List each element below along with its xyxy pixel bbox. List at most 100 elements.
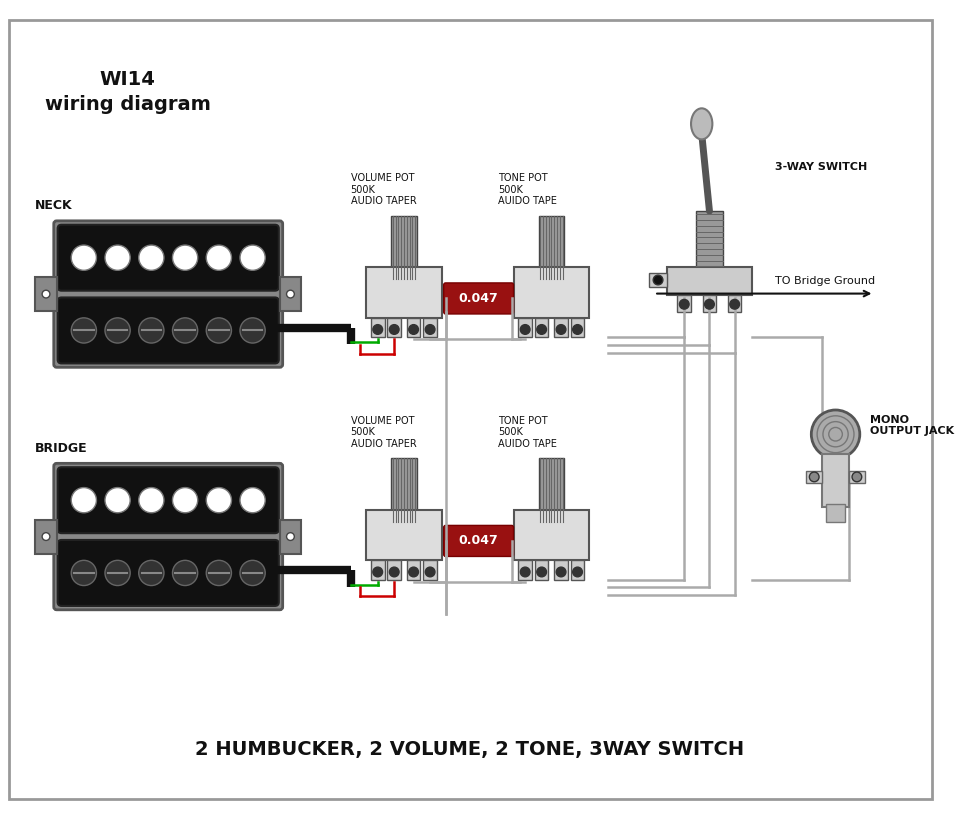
Bar: [424, 560, 437, 580]
Circle shape: [556, 324, 566, 334]
Ellipse shape: [691, 108, 713, 139]
Circle shape: [680, 300, 689, 309]
Bar: [392, 459, 417, 522]
Text: MONO
OUTPUT JACK: MONO OUTPUT JACK: [869, 415, 953, 437]
Bar: [518, 560, 532, 580]
Circle shape: [138, 245, 164, 270]
Bar: [388, 318, 401, 337]
Text: wiring diagram: wiring diagram: [44, 95, 211, 114]
Bar: [554, 560, 568, 580]
Bar: [678, 295, 691, 312]
Bar: [371, 560, 385, 580]
Circle shape: [206, 245, 231, 270]
Bar: [36, 277, 57, 311]
Text: VOLUME POT
500K
AUDIO TAPER: VOLUME POT 500K AUDIO TAPER: [351, 173, 417, 206]
Text: 0.047: 0.047: [458, 535, 498, 547]
Circle shape: [105, 487, 131, 513]
Circle shape: [172, 245, 197, 270]
Bar: [513, 510, 589, 560]
FancyBboxPatch shape: [58, 467, 278, 533]
Bar: [371, 318, 385, 337]
Ellipse shape: [811, 410, 860, 459]
Circle shape: [425, 567, 435, 577]
FancyBboxPatch shape: [54, 464, 282, 610]
Circle shape: [537, 567, 546, 577]
Circle shape: [809, 472, 819, 482]
Circle shape: [390, 567, 399, 577]
Circle shape: [730, 300, 740, 309]
Circle shape: [537, 324, 546, 334]
Bar: [571, 560, 584, 580]
Bar: [667, 267, 752, 295]
Circle shape: [373, 567, 383, 577]
Circle shape: [556, 567, 566, 577]
Circle shape: [286, 290, 294, 298]
Text: 3-WAY SWITCH: 3-WAY SWITCH: [776, 162, 867, 173]
Bar: [388, 560, 401, 580]
Bar: [366, 267, 442, 318]
Circle shape: [240, 318, 265, 343]
Circle shape: [72, 318, 97, 343]
Bar: [513, 267, 589, 318]
Bar: [539, 459, 564, 522]
Circle shape: [105, 245, 131, 270]
Text: 2 HUMBUCKER, 2 VOLUME, 2 TONE, 3WAY SWITCH: 2 HUMBUCKER, 2 VOLUME, 2 TONE, 3WAY SWIT…: [195, 740, 745, 759]
Text: WI14: WI14: [100, 70, 156, 89]
FancyBboxPatch shape: [444, 283, 513, 314]
Circle shape: [172, 318, 197, 343]
Circle shape: [390, 324, 399, 334]
Bar: [535, 560, 548, 580]
Circle shape: [520, 567, 530, 577]
Circle shape: [653, 275, 663, 285]
FancyBboxPatch shape: [58, 540, 278, 606]
Circle shape: [72, 560, 97, 586]
Text: TO Bridge Ground: TO Bridge Ground: [776, 276, 875, 286]
Circle shape: [409, 324, 419, 334]
Circle shape: [206, 560, 231, 586]
Text: BRIDGE: BRIDGE: [36, 441, 88, 455]
Bar: [822, 454, 849, 507]
Circle shape: [138, 560, 164, 586]
Bar: [806, 471, 822, 482]
Circle shape: [105, 560, 131, 586]
Bar: [407, 560, 421, 580]
Bar: [649, 274, 667, 287]
Text: TONE POT
500K
AUIDO TAPE: TONE POT 500K AUIDO TAPE: [498, 415, 557, 449]
Circle shape: [43, 532, 50, 541]
Bar: [279, 519, 301, 554]
FancyBboxPatch shape: [444, 526, 513, 556]
Bar: [539, 216, 564, 279]
Bar: [728, 295, 742, 312]
Bar: [849, 471, 864, 482]
Bar: [554, 318, 568, 337]
Bar: [424, 318, 437, 337]
FancyBboxPatch shape: [54, 221, 282, 367]
Circle shape: [72, 487, 97, 513]
Circle shape: [572, 567, 582, 577]
Bar: [279, 277, 301, 311]
Circle shape: [240, 560, 265, 586]
Circle shape: [240, 487, 265, 513]
Circle shape: [705, 300, 715, 309]
Circle shape: [43, 290, 50, 298]
Circle shape: [240, 245, 265, 270]
Text: 0.047: 0.047: [458, 292, 498, 305]
Circle shape: [138, 487, 164, 513]
Circle shape: [852, 472, 862, 482]
Circle shape: [206, 487, 231, 513]
Circle shape: [72, 245, 97, 270]
Circle shape: [172, 487, 197, 513]
Circle shape: [206, 318, 231, 343]
Bar: [36, 519, 57, 554]
Circle shape: [520, 324, 530, 334]
Circle shape: [373, 324, 383, 334]
Circle shape: [172, 560, 197, 586]
Circle shape: [409, 567, 419, 577]
Circle shape: [286, 532, 294, 541]
Circle shape: [572, 324, 582, 334]
Bar: [571, 318, 584, 337]
Text: TONE POT
500K
AUIDO TAPE: TONE POT 500K AUIDO TAPE: [498, 173, 557, 206]
Circle shape: [105, 318, 131, 343]
Text: VOLUME POT
500K
AUDIO TAPER: VOLUME POT 500K AUDIO TAPER: [351, 415, 417, 449]
Bar: [518, 318, 532, 337]
